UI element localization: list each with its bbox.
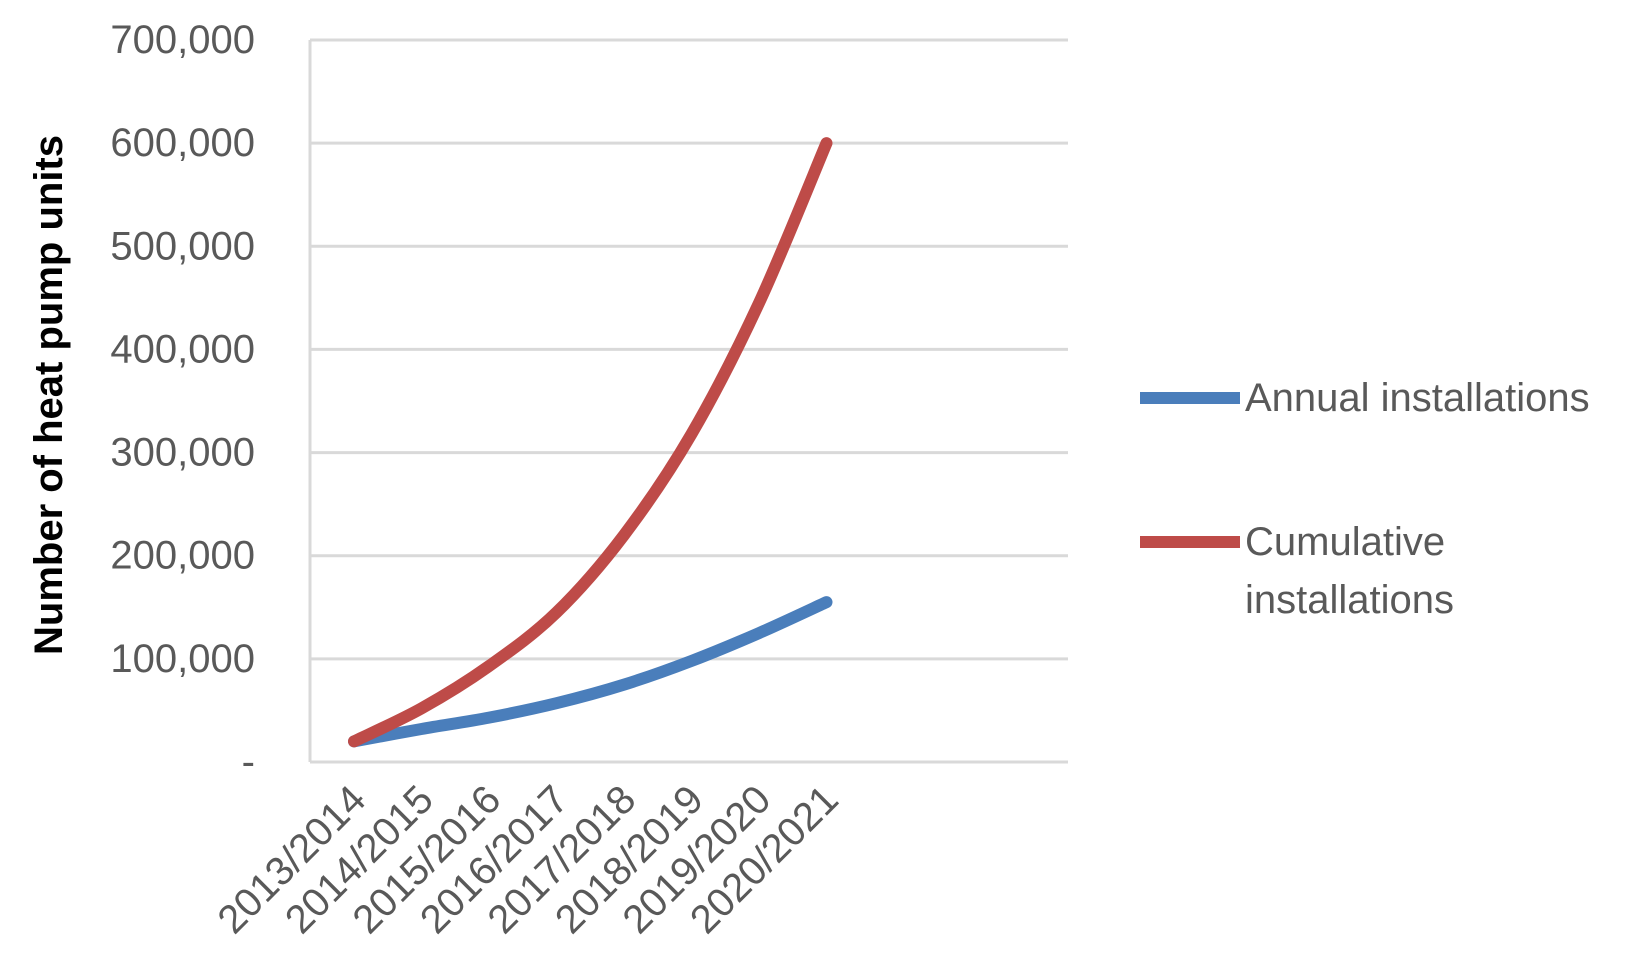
data-point-annual-installations (556, 702, 557, 704)
y-tick-label: 200,000 (110, 534, 255, 578)
legend-label-cumulative-installations: Cumulative (1245, 520, 1445, 564)
data-point-cumulative-installations (623, 534, 625, 536)
y-tick-label: 600,000 (110, 121, 255, 165)
data-point-annual-installations (421, 728, 422, 730)
legend-label-cumulative-installations: installations (1245, 578, 1454, 622)
y-tick-label: 700,000 (110, 18, 255, 62)
data-point-cumulative-installations (488, 665, 490, 667)
data-point-cumulative-installations (353, 740, 355, 742)
data-point-annual-installations (691, 660, 692, 662)
data-point-cumulative-installations (691, 433, 692, 435)
y-tick-label: 100,000 (110, 637, 255, 681)
data-point-cumulative-installations (826, 142, 827, 144)
data-point-annual-installations (623, 684, 625, 686)
series-line-cumulative-installations (348, 137, 833, 748)
data-point-annual-installations (826, 601, 827, 603)
y-axis-ticks: - 100,000 200,000 300,000 400,000 500,000 600,… (110, 18, 255, 784)
y-tick-label: 400,000 (110, 327, 255, 371)
data-point-cumulative-installations (758, 302, 760, 304)
gridlines (308, 38, 1068, 764)
data-point-cumulative-installations (556, 611, 557, 613)
y-tick-label: - (242, 740, 255, 784)
data-point-cumulative-installations (421, 707, 422, 709)
data-point-annual-installations (758, 632, 760, 634)
y-axis-title: Number of heat pump units (27, 135, 71, 655)
series-line-annual-installations (348, 596, 833, 748)
legend-label-annual-installations: Annual installations (1245, 376, 1590, 420)
x-axis-ticks: 2013/20142014/20152015/20162016/20172017… (210, 777, 847, 942)
series-lines (348, 137, 833, 748)
y-tick-label: 300,000 (110, 431, 255, 475)
legend: Annual installations Cumulative installati… (1140, 376, 1590, 622)
y-tick-label: 500,000 (110, 224, 255, 268)
data-point-annual-installations (488, 717, 490, 719)
